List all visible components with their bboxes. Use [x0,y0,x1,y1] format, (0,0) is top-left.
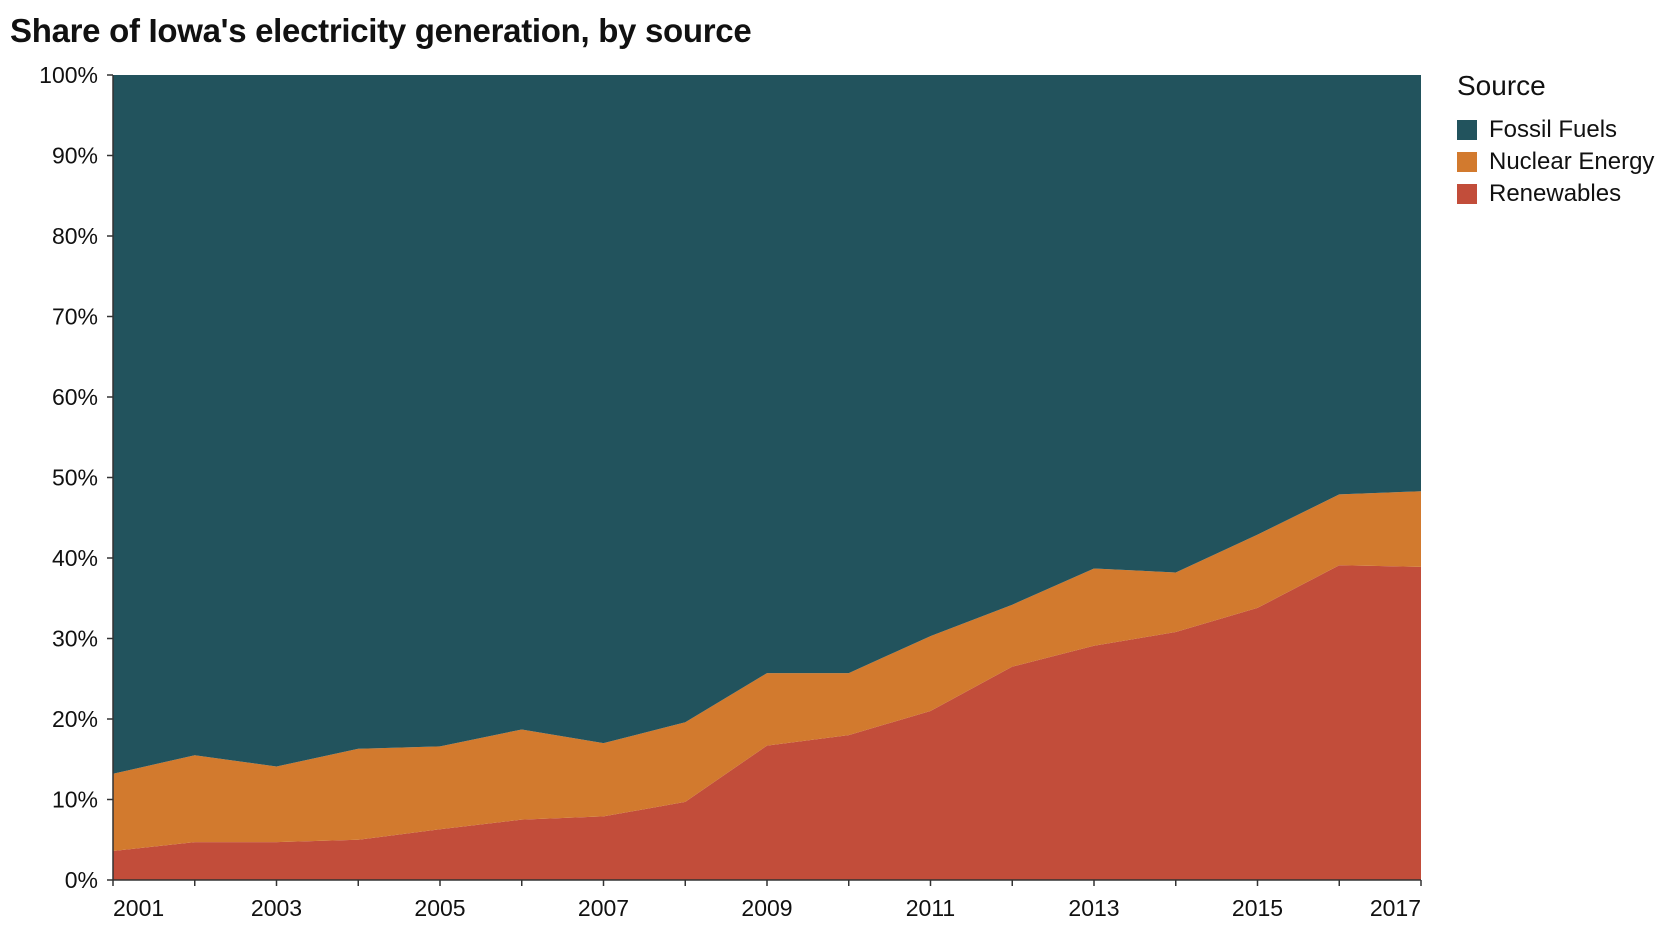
y-tick-label: 90% [52,143,98,169]
legend: Source Fossil Fuels Nuclear Energy Renew… [1457,70,1654,210]
x-tick-label: 2013 [1068,895,1119,921]
y-tick-label: 0% [65,867,98,893]
legend-title: Source [1457,70,1546,101]
area-renewables [113,565,1421,880]
y-tick-label: 70% [52,304,98,330]
x-tick-label: 2001 [113,895,164,921]
axes-layer: 0% 10% 20% 30% 40% 50% 60% 70% 80% 90% 100% 2001 200… [39,62,1422,921]
y-tick-label: 30% [52,626,98,652]
y-tick-label: 40% [52,545,98,571]
x-tick-label: 2017 [1370,895,1421,921]
legend-swatch-nuclear-energy [1457,152,1477,172]
legend-item-renewables: Renewables [1457,178,1654,210]
legend-swatch-renewables [1457,184,1477,204]
x-tick-label: 2007 [578,895,629,921]
y-tick-label: 50% [52,465,98,491]
x-tick-label: 2009 [741,895,792,921]
legend-label-renewables: Renewables [1489,180,1622,207]
y-tick-label: 10% [52,787,98,813]
y-tick-label: 80% [52,223,98,249]
legend-label-fossil-fuels: Fossil Fuels [1489,116,1618,143]
legend-label-nuclear-energy: Nuclear Energy [1489,148,1655,175]
legend-item-fossil-fuels: Fossil Fuels [1457,114,1654,146]
chart-title: Share of Iowa's electricity generation, … [10,12,752,49]
legend-item-nuclear-energy: Nuclear Energy [1457,146,1654,178]
y-tick-label: 100% [39,62,98,88]
y-tick-label: 20% [52,706,98,732]
legend-swatch-fossil-fuels [1457,120,1477,140]
area-layer [113,75,1421,880]
x-tick-label: 2003 [251,895,302,921]
area-fossil-fuels [113,75,1421,774]
area-nuclear-energy [113,491,1421,852]
x-tick-label: 2011 [906,895,955,921]
x-tick-label: 2015 [1232,895,1283,921]
y-tick-label: 60% [52,384,98,410]
x-tick-label: 2005 [414,895,465,921]
